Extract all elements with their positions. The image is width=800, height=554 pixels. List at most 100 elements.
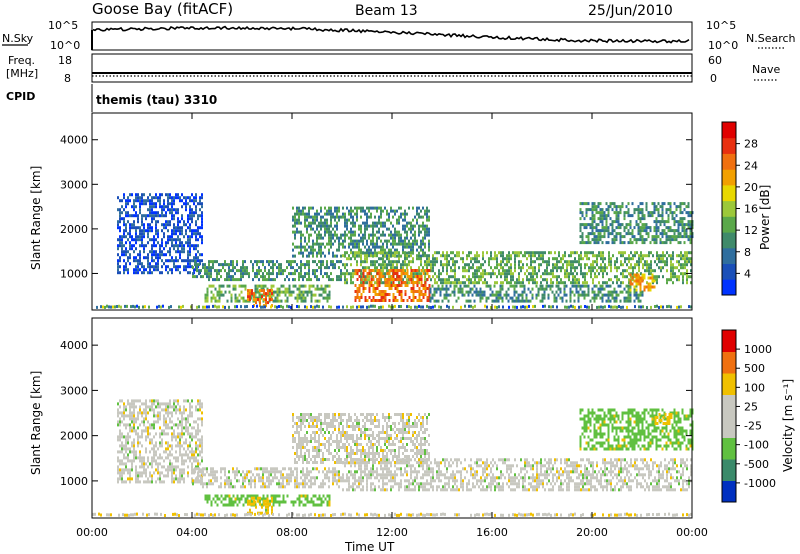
data-cell — [306, 248, 308, 252]
ground-cell — [574, 305, 576, 309]
data-cell — [167, 432, 169, 436]
data-cell — [667, 226, 670, 230]
data-cell — [428, 254, 430, 258]
data-cell — [665, 220, 668, 224]
data-cell — [497, 293, 500, 297]
data-cell — [643, 276, 646, 280]
data-cell — [272, 266, 274, 270]
data-cell — [292, 248, 294, 252]
data-cell — [376, 272, 379, 275]
data-cell — [139, 423, 141, 427]
data-cell — [580, 266, 582, 270]
data-cell — [593, 293, 596, 297]
data-cell — [591, 205, 594, 209]
data-cell — [236, 479, 238, 483]
data-cell — [604, 263, 606, 267]
data-cell — [404, 251, 406, 255]
data-cell — [602, 266, 604, 270]
data-cell — [173, 244, 175, 248]
data-cell — [199, 399, 201, 403]
data-cell — [226, 476, 228, 480]
data-cell — [123, 411, 125, 415]
data-cell — [412, 269, 415, 272]
data-cell — [171, 256, 173, 260]
data-cell — [169, 417, 171, 421]
data-cell — [324, 266, 326, 270]
data-cell — [141, 217, 143, 221]
data-cell — [645, 223, 648, 227]
data-cell — [249, 295, 251, 299]
data-cell — [202, 266, 204, 270]
data-cell — [388, 215, 390, 219]
data-cell — [424, 284, 427, 287]
data-cell — [370, 251, 372, 255]
nave-label: Nave — [752, 63, 780, 76]
data-cell — [384, 278, 387, 281]
data-cell — [163, 262, 165, 266]
data-cell — [654, 260, 656, 264]
data-cell — [627, 290, 630, 294]
data-cell — [414, 281, 417, 284]
data-cell — [356, 296, 359, 299]
data-cell — [380, 263, 382, 267]
data-cell — [510, 278, 512, 282]
data-cell — [619, 223, 622, 227]
data-cell — [404, 254, 406, 258]
data-cell — [346, 269, 348, 273]
data-cell — [342, 254, 344, 258]
data-cell — [398, 221, 400, 225]
data-cell — [298, 293, 301, 297]
ground-cell — [362, 305, 364, 309]
data-cell — [342, 239, 344, 243]
data-cell — [434, 257, 436, 261]
data-cell — [619, 208, 622, 212]
data-cell — [155, 232, 157, 236]
data-cell — [145, 429, 147, 433]
data-cell — [641, 202, 644, 206]
data-cell — [629, 282, 632, 286]
data-cell — [536, 281, 538, 285]
data-cell — [238, 479, 240, 483]
data-cell — [422, 272, 425, 275]
data-cell — [155, 202, 157, 206]
data-cell — [181, 453, 183, 457]
data-cell — [210, 260, 212, 264]
data-cell — [141, 456, 143, 460]
data-cell — [601, 241, 604, 245]
data-cell — [392, 209, 394, 213]
data-cell — [469, 287, 472, 291]
data-cell — [396, 233, 398, 237]
data-cell — [650, 260, 652, 264]
data-cell — [153, 253, 155, 257]
data-cell — [615, 205, 618, 209]
data-cell — [402, 260, 404, 264]
data-cell — [350, 212, 352, 216]
data-cell — [185, 241, 187, 245]
data-cell — [433, 290, 436, 294]
data-cell — [406, 257, 408, 261]
data-cell — [606, 272, 608, 276]
data-cell — [482, 251, 484, 255]
data-cell — [678, 278, 680, 282]
data-cell — [448, 263, 450, 267]
data-cell — [472, 266, 474, 270]
data-cell — [400, 266, 402, 270]
data-cell — [310, 284, 313, 288]
data-cell — [123, 235, 125, 239]
data-cell — [629, 279, 632, 283]
data-cell — [629, 226, 632, 230]
data-cell — [298, 212, 300, 216]
data-cell — [316, 263, 318, 267]
data-cell — [129, 423, 131, 427]
data-cell — [546, 266, 548, 270]
data-cell — [314, 287, 317, 291]
data-cell — [655, 238, 658, 242]
data-cell — [228, 479, 230, 483]
data-cell — [526, 269, 528, 273]
data-cell — [199, 402, 201, 406]
data-cell — [344, 218, 346, 222]
data-cell — [119, 450, 121, 454]
data-cell — [264, 284, 267, 288]
data-cell — [574, 269, 576, 273]
data-cell — [464, 269, 466, 273]
